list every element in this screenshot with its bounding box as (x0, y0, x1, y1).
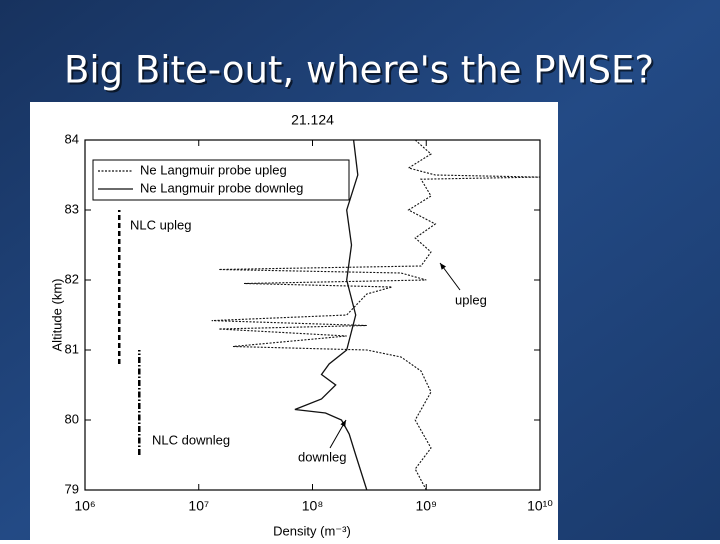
y-tick-label: 79 (65, 481, 79, 496)
nlc-label: NLC upleg (130, 217, 191, 232)
y-tick-label: 81 (65, 341, 79, 356)
x-tick-label: 10⁷ (188, 498, 209, 514)
x-axis-label: Density (m⁻³) (273, 523, 351, 538)
arrow-head (340, 420, 346, 427)
slide-title: Big Bite-out, where's the PMSE? (64, 49, 654, 92)
annotation: upleg (455, 292, 487, 307)
y-axis-label: Altitude (km) (49, 279, 64, 352)
chart-title: 21.124 (291, 112, 334, 128)
x-tick-label: 10¹⁰ (527, 498, 553, 514)
legend-label: Ne Langmuir probe downleg (140, 180, 303, 195)
legend-label: Ne Langmuir probe upleg (140, 162, 287, 177)
y-tick-label: 84 (65, 131, 79, 146)
legend-box (92, 159, 350, 201)
x-tick-label: 10⁶ (74, 498, 95, 514)
y-tick-label: 83 (65, 201, 79, 216)
chart: 21.124 79 80 81 82 83 84 10⁶ 10⁷ 10⁸ 10⁹ 10¹⁰ Densit… (49, 112, 553, 539)
y-tick-label: 80 (65, 411, 79, 426)
nlc-label: NLC downleg (152, 432, 230, 447)
profile-line (211, 139, 541, 491)
x-tick-label: 10⁹ (415, 498, 437, 514)
y-tick-label: 82 (65, 271, 79, 286)
x-tick-label: 10⁸ (302, 498, 324, 514)
slide-title-shadow: Big Bite-out, where's the PMSE? (66, 51, 656, 94)
annotation: downleg (298, 449, 346, 464)
arrow-head (440, 263, 447, 270)
